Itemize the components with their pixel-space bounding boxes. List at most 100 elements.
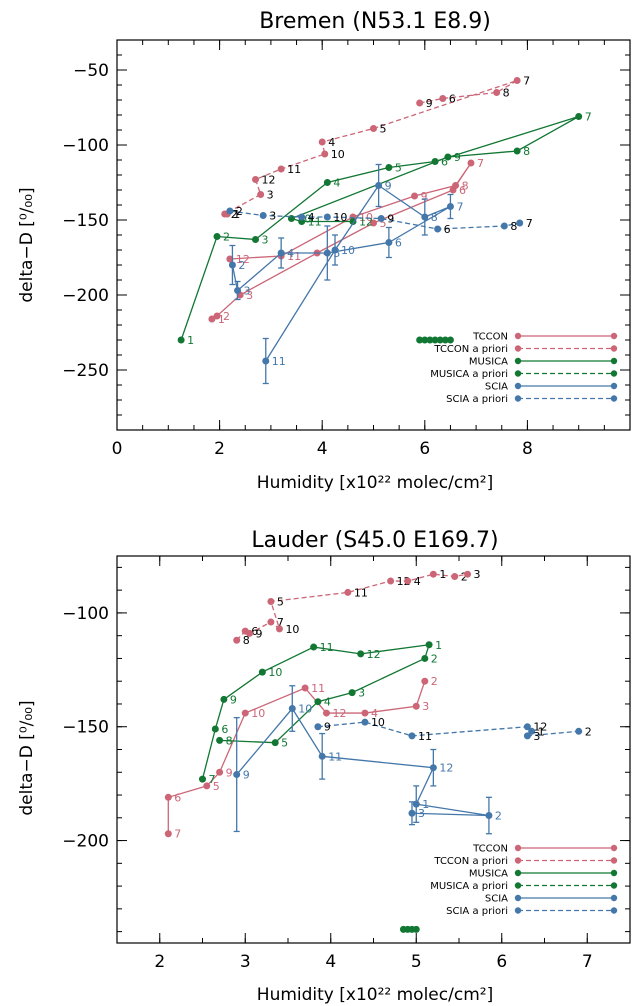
bremen-scia-month-label: 9 <box>385 180 392 193</box>
lauder-scia-a-priori-month-label: 9 <box>324 721 331 734</box>
bremen-tccon-month-label: 7 <box>477 157 484 170</box>
lauder-y-tick-label: −150 <box>62 718 109 738</box>
lauder-tccon-a-priori-point <box>246 629 254 637</box>
bremen-x-tick-label: 2 <box>214 439 225 459</box>
bremen-plot-frame <box>116 39 631 431</box>
lauder-tccon-month-label: 9 <box>226 766 233 779</box>
lauder-legend-marker <box>514 907 522 914</box>
bremen-scia-a-priori-month-label: 3 <box>269 210 276 223</box>
bremen-legend-marker <box>610 357 618 365</box>
bremen-tccon-a-priori-month-label: 8 <box>503 87 510 100</box>
bremen-scia-a-priori-point <box>377 215 385 222</box>
lauder-tccon-point <box>322 709 330 717</box>
bremen-tccon-a-priori-point <box>439 95 447 102</box>
lauder-scia-point <box>429 764 437 772</box>
lauder-scia-a-priori-point <box>314 723 322 731</box>
bremen-scia-month-label: 4 <box>287 247 294 260</box>
bremen-tccon-month-label: 2 <box>223 310 230 323</box>
bremen-musica-point <box>177 336 185 344</box>
lauder-tccon-a-priori-month-label: 1 <box>439 568 446 581</box>
lauder-scia-a-priori-point <box>408 732 416 740</box>
bremen-musica-a-priori-point <box>436 336 444 344</box>
bremen-tccon-a-priori-point <box>257 191 265 198</box>
bremen-musica-month-label: 3 <box>262 234 269 247</box>
lauder-ylabel: delta−D [⁰/₀₀] <box>17 700 37 815</box>
lauder-scia-a-priori-point <box>528 727 536 735</box>
lauder-legend-label: SCIA <box>485 894 508 905</box>
bremen-scia-point <box>228 261 236 269</box>
bremen-scia-a-priori-month-label: 10 <box>333 211 347 224</box>
lauder-legend-marker <box>610 894 618 902</box>
bremen-legend-marker <box>514 345 522 352</box>
lauder-scia-a-priori-month-label: 11 <box>418 730 432 743</box>
bremen-musica-a-priori-point <box>416 336 424 344</box>
lauder-scia-a-priori-month-label: 1 <box>538 725 545 738</box>
bremen-musica-month-label: 2 <box>223 231 230 244</box>
bremen-tccon-point <box>452 182 460 189</box>
lauder-x-tick-label: 2 <box>154 952 165 972</box>
lauder-scia-a-priori-point <box>575 727 583 735</box>
lauder-tccon-a-priori-point <box>267 618 275 626</box>
lauder-xlabel: Humidity [x10²² molec/cm²] <box>257 985 493 1005</box>
bremen-musica-month-label: 6 <box>441 156 448 169</box>
lauder-tccon-a-priori-month-label: 8 <box>243 634 250 647</box>
bremen-tccon-point <box>208 315 216 323</box>
lauder-legend-label: SCIA a priori <box>446 906 508 917</box>
lauder-tccon-point <box>203 782 211 790</box>
lauder-tccon-a-priori-month-label: 2 <box>461 570 468 583</box>
lauder-legend-marker <box>514 844 522 852</box>
bremen-scia-month-label: 8 <box>431 211 438 224</box>
lauder-musica-point <box>310 643 318 651</box>
bremen-tccon-a-priori-month-label: 4 <box>328 136 335 149</box>
lauder-legend-marker <box>610 844 618 852</box>
bremen-scia-point <box>323 249 331 257</box>
lauder-legend-marker <box>610 869 618 877</box>
lauder-legend-label: MUSICA a priori <box>430 881 508 892</box>
lauder-tccon-a-priori-month-label: 3 <box>474 568 481 581</box>
bremen-legend-label: TCCON <box>472 332 508 343</box>
bremen-scia-month-label: 6 <box>395 237 402 250</box>
lauder-scia-a-priori-point <box>523 732 531 740</box>
bremen-tccon-month-label: 9 <box>421 190 428 203</box>
bremen-panel: Bremen (N53.1 E8.9) Humidity [x10²² mole… <box>17 9 631 493</box>
lauder-scia-point <box>288 705 296 713</box>
bremen-musica-month-label: 11 <box>308 216 322 229</box>
bremen-legend-marker <box>514 395 522 402</box>
bremen-tccon-point <box>370 219 377 227</box>
bremen-tccon-point <box>411 192 419 200</box>
lauder-scia-month-label: 1 <box>422 798 429 811</box>
lauder-tccon-point <box>216 768 224 776</box>
lauder-scia-month-label: 10 <box>298 703 312 716</box>
lauder-scia-point <box>318 752 326 760</box>
bremen-legend-label: SCIA <box>485 382 508 393</box>
lauder-musica-month-label: 11 <box>320 641 334 654</box>
lauder-scia-a-priori-point <box>523 723 531 731</box>
bremen-tccon-month-label: 5 <box>380 217 387 230</box>
lauder-legend-label: MUSICA <box>469 869 508 880</box>
bremen-tccon-a-priori-month-label: 7 <box>523 75 530 88</box>
lauder-tccon-a-priori-point <box>267 598 275 606</box>
lauder-tccon-a-priori-point <box>344 588 352 596</box>
bremen-musica-point <box>513 147 521 155</box>
bremen-tccon-a-priori-point <box>277 165 285 173</box>
lauder-x-tick-label: 4 <box>325 952 336 972</box>
lauder-y-tick-label: −100 <box>62 604 109 624</box>
lauder-scia-month-label: 11 <box>328 750 342 763</box>
bremen-musica-point <box>575 113 583 120</box>
bremen-musica-point <box>444 153 452 161</box>
bremen-musica-month-label: 7 <box>585 111 592 124</box>
bremen-scia-a-priori-month-label: 7 <box>526 217 533 230</box>
lauder-musica-point <box>271 739 279 747</box>
bremen-legend-label: MUSICA a priori <box>430 369 508 380</box>
bremen-legend-marker <box>514 370 522 377</box>
lauder-scia-point <box>485 812 493 820</box>
bremen-x-tick-label: 6 <box>419 439 430 459</box>
lauder-tccon-line <box>167 680 426 834</box>
lauder-musica-line <box>201 644 430 780</box>
lauder-musica-point <box>216 736 224 744</box>
lauder-musica-month-label: 2 <box>431 652 438 665</box>
bremen-tccon-a-priori-point <box>370 125 377 132</box>
lauder-musica-point <box>425 641 433 649</box>
lauder-tccon-month-label: 5 <box>213 780 220 793</box>
lauder-tccon-month-label: 10 <box>251 707 265 720</box>
